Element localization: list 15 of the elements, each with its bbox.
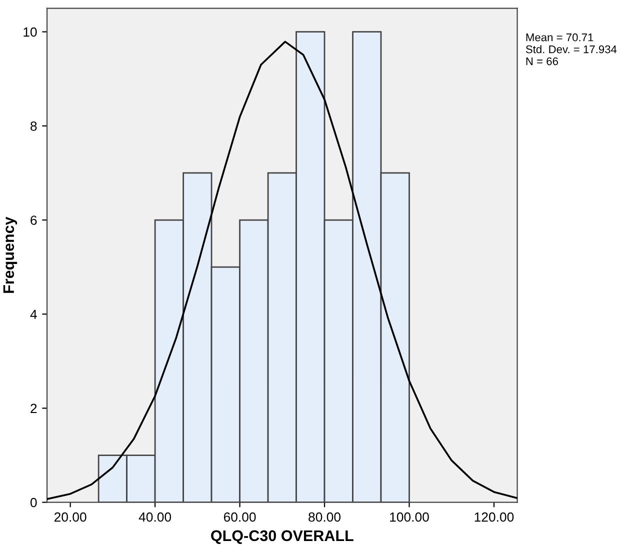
- text: Mean = 70.71 Std. Dev. = 17.934 N = 66: [526, 33, 617, 66]
- y-tick-label: 2: [30, 404, 37, 413]
- y-tick-label: 0: [30, 498, 37, 508]
- x-tick-label: 100.00: [390, 512, 429, 522]
- x-tick-label: 60.00: [224, 512, 256, 522]
- y-tick-label: 8: [30, 121, 37, 131]
- x-tick-label: 120.00: [474, 512, 514, 522]
- x-axis-title: QLQ-C30 OVERALL: [211, 530, 354, 544]
- y-tick-label: 10: [24, 27, 37, 37]
- y-axis-title: Frequency: [3, 216, 18, 293]
- x-tick-label: 20.00: [54, 512, 86, 522]
- y-tick-label: 4: [30, 310, 37, 319]
- y-tick-label: 6: [30, 216, 37, 225]
- x-tick-label: 80.00: [308, 512, 341, 522]
- x-tick-label: 40.00: [138, 512, 172, 522]
